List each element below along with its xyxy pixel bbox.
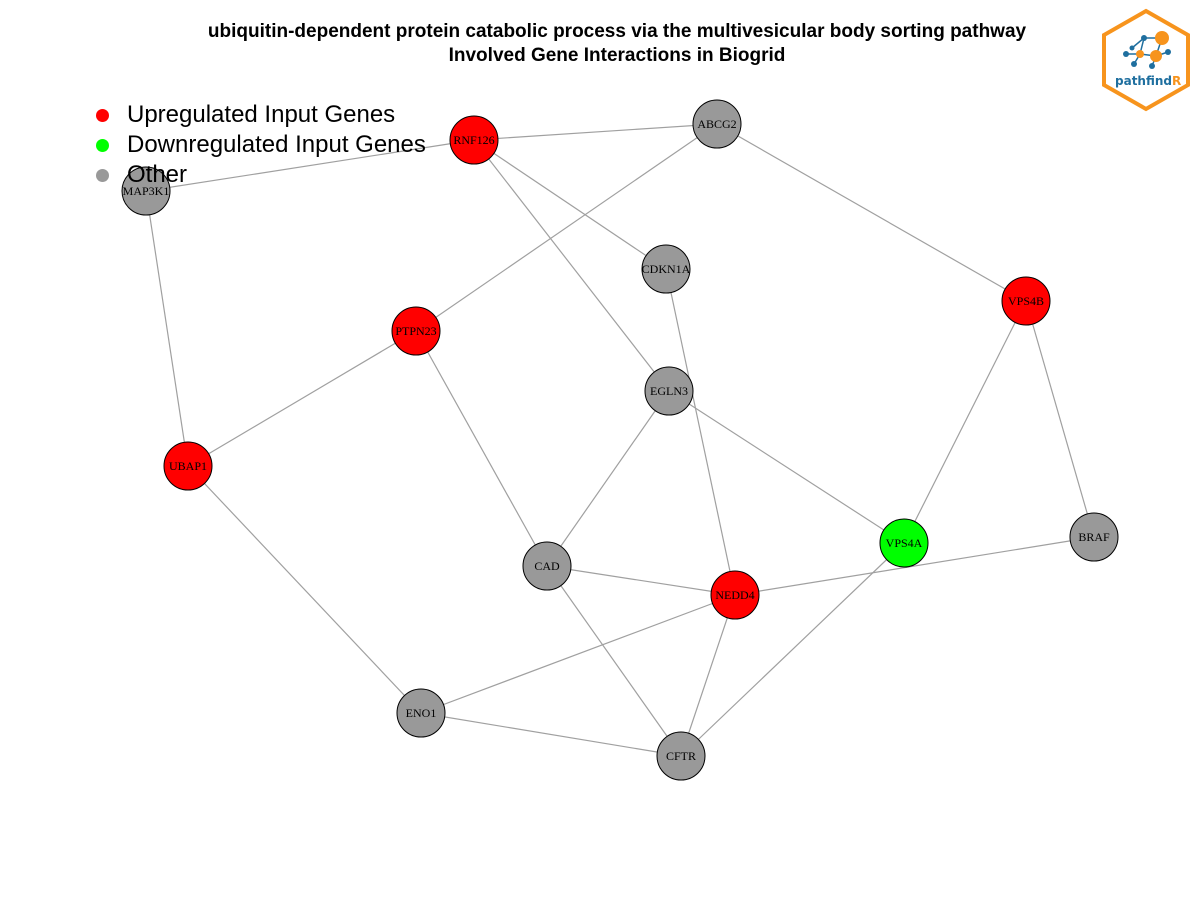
legend-item-downregulated: Downregulated Input Genes [96, 130, 426, 160]
node-rnf126[interactable]: RNF126 [449, 115, 499, 165]
legend-label-downregulated: Downregulated Input Genes [127, 131, 426, 158]
node-braf[interactable]: BRAF [1069, 512, 1119, 562]
edge-ptpn23-cad [415, 330, 548, 567]
node-circle-vps4a[interactable] [879, 518, 929, 568]
node-label-ptpn23: PTPN23 [395, 324, 436, 338]
edge-egln3-cad [546, 390, 670, 567]
node-ptpn23[interactable]: PTPN23 [391, 306, 441, 356]
node-label-cftr: CFTR [666, 749, 696, 763]
node-cdkn1a[interactable]: CDKN1A [641, 244, 691, 294]
legend-dot-downregulated [96, 138, 109, 152]
node-circle-ptpn23[interactable] [391, 306, 441, 356]
node-egln3[interactable]: EGLN3 [644, 366, 694, 416]
legend: Upregulated Input Genes Downregulated In… [96, 100, 426, 190]
node-cad[interactable]: CAD [522, 541, 572, 591]
node-eno1[interactable]: ENO1 [396, 688, 446, 738]
nodes-layer: RNF126 ABCG2 MAP3K1 CDKN1A VPS4B PTPN23 EGLN3 U… [121, 99, 1119, 781]
logo-text-main: pathfind [1115, 74, 1172, 88]
edge-cad-nedd4 [546, 565, 736, 596]
node-label-map3k1: MAP3K1 [123, 184, 170, 198]
edge-vps4b-braf [1025, 300, 1095, 538]
edge-ubap1-eno1 [187, 465, 422, 714]
node-label-ubap1: UBAP1 [169, 459, 207, 473]
node-nedd4[interactable]: NEDD4 [710, 570, 760, 620]
node-label-egln3: EGLN3 [650, 384, 688, 398]
legend-dot-other [96, 168, 109, 182]
node-ubap1[interactable]: UBAP1 [163, 441, 213, 491]
edge-rnf126-map3k1 [145, 139, 475, 192]
node-label-vps4b: VPS4B [1008, 294, 1044, 308]
node-label-vps4a: VPS4A [886, 536, 923, 550]
node-cftr[interactable]: CFTR [656, 731, 706, 781]
edge-map3k1-ubap1 [145, 190, 189, 467]
node-vps4a[interactable]: VPS4A [879, 518, 929, 568]
node-label-braf: BRAF [1078, 530, 1110, 544]
edge-rnf126-cdkn1a [473, 139, 667, 270]
legend-item-upregulated: Upregulated Input Genes [96, 100, 426, 130]
title-line-2: Involved Gene Interactions in Biogrid [448, 45, 786, 66]
node-label-rnf126: RNF126 [453, 133, 494, 147]
node-circle-abcg2[interactable] [692, 99, 742, 149]
node-circle-cdkn1a[interactable] [641, 244, 691, 294]
edge-abcg2-vps4b [716, 123, 1027, 302]
node-circle-cad[interactable] [522, 541, 572, 591]
node-label-eno1: ENO1 [406, 706, 437, 720]
edge-rnf126-egln3 [473, 139, 670, 392]
node-label-abcg2: ABCG2 [697, 117, 736, 131]
node-abcg2[interactable]: ABCG2 [692, 99, 742, 149]
edge-vps4b-vps4a [903, 300, 1027, 544]
logo-hexagon [1102, 8, 1190, 112]
edge-rnf126-abcg2 [473, 123, 718, 141]
node-circle-cftr[interactable] [656, 731, 706, 781]
edge-abcg2-ptpn23 [415, 123, 718, 332]
node-label-cad: CAD [534, 559, 560, 573]
node-circle-vps4b[interactable] [1001, 276, 1051, 326]
edge-ptpn23-ubap1 [187, 330, 417, 467]
edge-egln3-vps4a [668, 390, 905, 544]
node-label-nedd4: NEDD4 [715, 588, 754, 602]
node-circle-nedd4[interactable] [710, 570, 760, 620]
node-circle-braf[interactable] [1069, 512, 1119, 562]
pathfindr-logo: pathfindR [1102, 8, 1190, 112]
edge-cad-cftr [546, 565, 682, 757]
edge-nedd4-eno1 [420, 594, 736, 714]
node-circle-eno1[interactable] [396, 688, 446, 738]
logo-text: pathfindR [1115, 74, 1181, 88]
edge-vps4a-cftr [680, 542, 905, 757]
title-line-1: ubiquitin-dependent protein catabolic pr… [207, 21, 1027, 42]
node-vps4b[interactable]: VPS4B [1001, 276, 1051, 326]
logo-network-nodes [1123, 31, 1171, 69]
edge-nedd4-braf [734, 536, 1095, 596]
edge-nedd4-cftr [680, 594, 736, 757]
edges-layer [145, 123, 1095, 757]
legend-dot-upregulated [96, 108, 109, 122]
chart-title: ubiquitin-dependent protein catabolic pr… [0, 20, 1200, 68]
node-circle-ubap1[interactable] [163, 441, 213, 491]
edge-cdkn1a-nedd4 [665, 268, 736, 596]
legend-label-upregulated: Upregulated Input Genes [127, 101, 396, 128]
legend-item-other: Other [96, 160, 426, 190]
node-circle-rnf126[interactable] [449, 115, 499, 165]
node-map3k1[interactable]: MAP3K1 [121, 166, 171, 216]
node-circle-egln3[interactable] [644, 366, 694, 416]
node-label-cdkn1a: CDKN1A [642, 262, 691, 276]
logo-text-accent: R [1172, 74, 1181, 88]
legend-label-other: Other [127, 161, 188, 188]
edge-eno1-cftr [420, 712, 682, 757]
node-circle-map3k1[interactable] [121, 166, 171, 216]
